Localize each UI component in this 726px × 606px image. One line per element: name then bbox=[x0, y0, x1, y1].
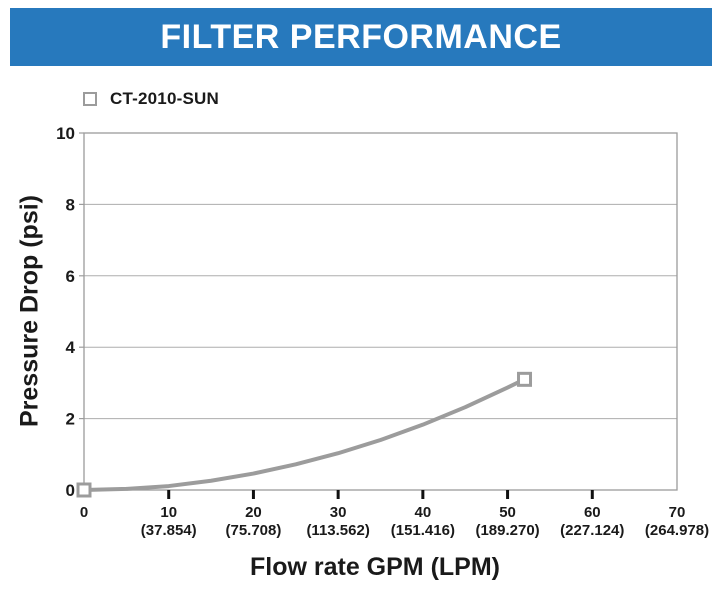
data-point-marker bbox=[517, 371, 533, 387]
x-tick-label-gpm-70: 70 bbox=[669, 504, 686, 521]
x-tick-label-gpm-50: 50 bbox=[499, 504, 516, 521]
x-tick-label-gpm-60: 60 bbox=[584, 504, 601, 521]
y-axis-title: Pressure Drop (psi) bbox=[15, 194, 44, 428]
x-tick-label-gpm-30: 30 bbox=[330, 504, 347, 521]
x-tick-label-gpm-10: 10 bbox=[160, 504, 177, 521]
x-axis-title: Flow rate GPM (LPM) bbox=[250, 553, 500, 581]
y-tick-label-0: 0 bbox=[66, 481, 75, 500]
x-tick-label-lpm-30: (113.562) bbox=[306, 522, 369, 539]
plot-frame bbox=[83, 132, 678, 491]
x-tick-label-lpm-10: (37.854) bbox=[141, 522, 197, 539]
x-tick-label-lpm-70: (264.978) bbox=[645, 522, 709, 539]
x-tick-label-lpm-40: (151.416) bbox=[391, 522, 455, 539]
page-title: FILTER PERFORMANCE bbox=[160, 17, 562, 56]
x-tick-label-lpm-50: (189.270) bbox=[475, 522, 539, 539]
y-tick-label-2: 2 bbox=[66, 410, 75, 429]
legend: CT-2010-SUN bbox=[83, 89, 219, 109]
y-tick-label-10: 10 bbox=[56, 124, 75, 143]
series-curve bbox=[82, 377, 527, 492]
y-tick-label-8: 8 bbox=[66, 195, 75, 214]
x-tick-label-lpm-20: (75.708) bbox=[225, 522, 281, 539]
legend-series-label: CT-2010-SUN bbox=[110, 89, 219, 108]
x-tick-label-gpm-20: 20 bbox=[245, 504, 262, 521]
data-point-marker bbox=[76, 482, 92, 498]
title-banner: FILTER PERFORMANCE bbox=[10, 8, 712, 66]
x-tick-label-gpm-0: 0 bbox=[80, 504, 88, 521]
x-tick-label-lpm-60: (227.124) bbox=[560, 522, 624, 539]
x-tick-label-gpm-40: 40 bbox=[415, 504, 432, 521]
y-tick-label-4: 4 bbox=[66, 338, 76, 357]
legend-marker-square-icon bbox=[83, 92, 97, 106]
y-tick-label-6: 6 bbox=[66, 267, 75, 286]
